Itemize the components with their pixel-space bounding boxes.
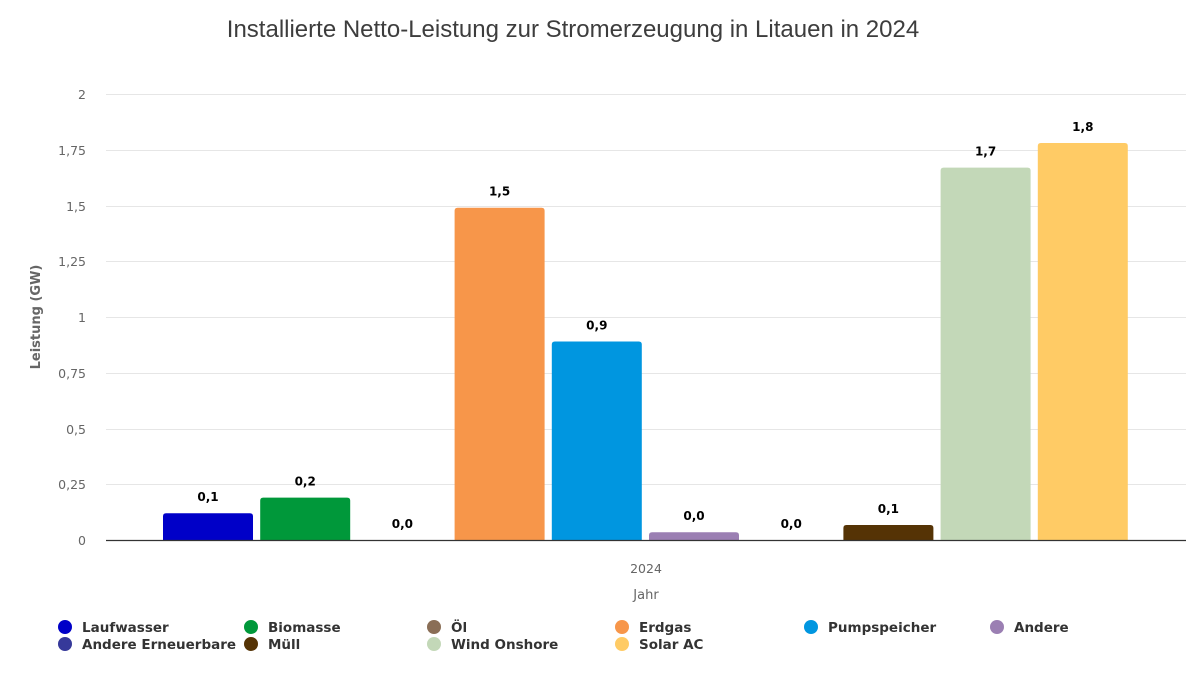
- data-label: 0,0: [392, 517, 413, 531]
- data-label: 0,1: [197, 490, 218, 504]
- legend-label: Andere: [1014, 620, 1069, 636]
- legend-dot-icon: [58, 620, 72, 634]
- y-tick-label: 0: [78, 533, 86, 548]
- data-label: 0,0: [683, 509, 704, 523]
- legend-item[interactable]: Solar AC: [615, 637, 703, 653]
- legend-dot-icon: [615, 637, 629, 651]
- gridlines: [106, 94, 1186, 485]
- legend-label: Laufwasser: [82, 620, 169, 636]
- legend: Laufwasser Biomasse Öl Erdgas Pumpspeicher An…: [58, 620, 1188, 660]
- bar-müll[interactable]: [843, 525, 934, 540]
- legend-item[interactable]: Laufwasser: [58, 620, 169, 636]
- y-axis-title: Leistung (GW): [29, 265, 44, 370]
- x-tick-label: 2024: [630, 561, 662, 576]
- x-axis-title: Jahr: [632, 588, 659, 603]
- legend-dot-icon: [244, 620, 258, 634]
- y-tick-label: 0,5: [66, 422, 86, 437]
- bar-erdgas[interactable]: [454, 207, 545, 541]
- data-label: 0,0: [781, 517, 802, 531]
- legend-label: Wind Onshore: [451, 637, 559, 653]
- y-tick-label: 1,5: [66, 199, 86, 214]
- y-tick-label: 0,25: [58, 477, 86, 492]
- legend-label: Pumpspeicher: [828, 620, 937, 636]
- legend-item[interactable]: Wind Onshore: [427, 637, 558, 653]
- legend-item[interactable]: Andere Erneuerbare: [58, 637, 236, 653]
- bar-laufwasser[interactable]: [163, 513, 253, 540]
- legend-dot-icon: [427, 637, 441, 651]
- legend-dot-icon: [58, 637, 72, 651]
- y-tick-label: 1,25: [58, 254, 86, 269]
- legend-label: Erdgas: [639, 620, 692, 636]
- legend-label: Solar AC: [639, 637, 704, 653]
- bar-biomasse[interactable]: [260, 497, 351, 540]
- data-label: 0,1: [878, 502, 899, 516]
- legend-dot-icon: [804, 620, 818, 634]
- data-labels: 0,1 0,2 0,0 1,5 0,9 0,0 0,0 0,1 1,7 1,8: [197, 120, 1093, 531]
- y-tick-label: 0,75: [58, 366, 86, 381]
- y-tick-label: 1,75: [58, 143, 86, 158]
- bar-pumpspeicher[interactable]: [551, 341, 642, 540]
- legend-dot-icon: [990, 620, 1004, 634]
- data-label: 1,5: [489, 185, 510, 199]
- legend-dot-icon: [427, 620, 441, 634]
- y-tick-label: 1: [78, 310, 86, 325]
- data-label: 0,9: [586, 319, 607, 333]
- data-label: 1,8: [1072, 120, 1093, 134]
- data-label: 0,2: [295, 475, 316, 489]
- legend-item[interactable]: Müll: [244, 637, 300, 653]
- legend-item[interactable]: Pumpspeicher: [804, 620, 936, 636]
- legend-label: Müll: [268, 637, 301, 653]
- y-tick-label: 2: [78, 87, 86, 102]
- bar-solar-ac[interactable]: [1037, 143, 1128, 540]
- legend-item[interactable]: Biomasse: [244, 620, 341, 636]
- chart-title: Installierte Netto-Leistung zur Stromerz…: [226, 16, 920, 43]
- legend-item[interactable]: Öl: [427, 620, 467, 636]
- legend-label: Andere Erneuerbare: [82, 637, 237, 653]
- bar-wind-onshore[interactable]: [940, 167, 1031, 540]
- legend-dot-icon: [615, 620, 629, 634]
- legend-label: Öl: [451, 620, 468, 636]
- legend-item[interactable]: Andere: [990, 620, 1069, 636]
- data-label: 1,7: [975, 145, 996, 159]
- legend-dot-icon: [244, 637, 258, 651]
- legend-label: Biomasse: [268, 620, 341, 636]
- bar-andere[interactable]: [649, 532, 739, 540]
- y-axis-ticks: 0 0,25 0,5 0,75 1 1,25 1,5 1,75 2: [58, 87, 86, 548]
- legend-item[interactable]: Erdgas: [615, 620, 691, 636]
- bars: [163, 143, 1128, 541]
